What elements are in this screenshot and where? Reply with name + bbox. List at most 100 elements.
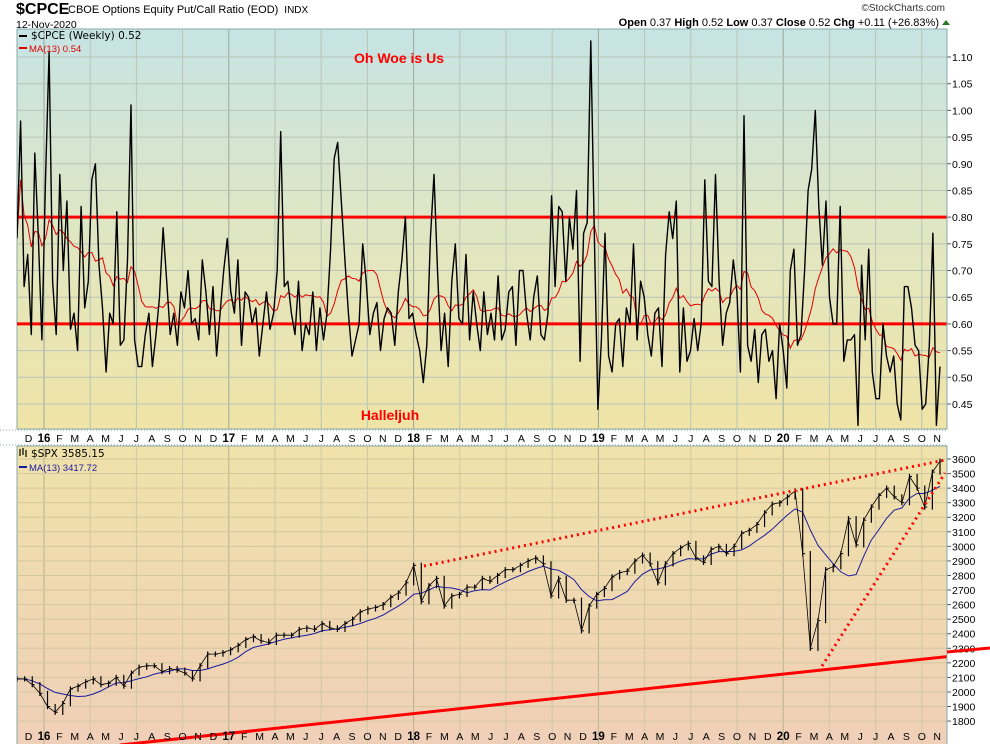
x-tick-label: N bbox=[749, 433, 757, 445]
x-tick-label: J bbox=[488, 731, 493, 743]
x-tick-label: N bbox=[933, 731, 941, 743]
exchange: INDX bbox=[284, 5, 308, 16]
x-tick-label: 17 bbox=[222, 433, 235, 445]
x-tick-label: O bbox=[733, 731, 741, 743]
y-tick-label: 3100 bbox=[952, 527, 976, 539]
x-tick-label: J bbox=[873, 731, 878, 743]
x-tick-label: 20 bbox=[777, 433, 790, 445]
y-tick-label: 1.05 bbox=[952, 79, 973, 91]
x-tick-label: O bbox=[179, 433, 187, 445]
x-tick-label: S bbox=[903, 433, 910, 445]
ohlc-bars-icon bbox=[19, 448, 27, 457]
y-tick-label: 2500 bbox=[952, 614, 976, 626]
x-tick-label: M bbox=[656, 433, 665, 445]
x-tick-label: J bbox=[873, 433, 878, 445]
x-tick-label: D bbox=[394, 433, 402, 445]
x-tick-label: J bbox=[118, 433, 123, 445]
legend-spx: $SPX 3585.15 bbox=[31, 448, 105, 460]
x-tick-label: D bbox=[210, 731, 218, 743]
x-tick-label: O bbox=[363, 433, 371, 445]
x-tick-label: J bbox=[858, 433, 863, 445]
y-tick-label: 3300 bbox=[952, 498, 976, 510]
x-tick-label: F bbox=[426, 433, 432, 445]
chart-date: 12-Nov-2020 bbox=[16, 19, 77, 31]
x-tick-label: N bbox=[564, 731, 572, 743]
y-tick-label: 2600 bbox=[952, 600, 976, 612]
x-tick-label: M bbox=[810, 433, 819, 445]
x-tick-label: J bbox=[134, 433, 139, 445]
x-tick-label: O bbox=[363, 731, 371, 743]
cpce-line bbox=[17, 40, 941, 427]
x-tick-label: J bbox=[319, 731, 324, 743]
x-tick-label: S bbox=[348, 433, 355, 445]
x-tick-label: M bbox=[440, 433, 449, 445]
x-tick-label: J bbox=[118, 731, 123, 743]
x-tick-label: O bbox=[918, 731, 926, 743]
x-tick-label: A bbox=[641, 731, 648, 743]
legend-spx-ma: MA(13) 3417.72 bbox=[29, 463, 97, 474]
x-tick-label: J bbox=[488, 433, 493, 445]
x-tick-label: F bbox=[611, 433, 617, 445]
x-tick-label: O bbox=[918, 433, 926, 445]
x-tick-label: F bbox=[426, 731, 432, 743]
legend-swatch-spx-ma bbox=[19, 466, 27, 468]
x-tick-label: J bbox=[134, 731, 139, 743]
y-tick-label: 0.55 bbox=[952, 346, 973, 358]
x-tick-label: A bbox=[148, 731, 155, 743]
up-arrow-icon bbox=[942, 20, 950, 25]
y-tick-label: 2000 bbox=[952, 687, 976, 699]
x-tick-label: 17 bbox=[222, 731, 235, 743]
x-tick-label: A bbox=[641, 433, 648, 445]
x-tick-label: A bbox=[456, 731, 463, 743]
x-tick-label: S bbox=[348, 731, 355, 743]
x-tick-label: F bbox=[56, 433, 62, 445]
legend-swatch-ma bbox=[19, 47, 27, 49]
x-tick-label: O bbox=[548, 731, 556, 743]
x-tick-label: J bbox=[303, 731, 308, 743]
annotation-bottom: Halleljuh bbox=[361, 407, 419, 423]
y-tick-label: 3600 bbox=[952, 454, 976, 466]
x-tick-label: A bbox=[703, 433, 710, 445]
x-tick-label: M bbox=[840, 433, 849, 445]
x-tick-label: J bbox=[673, 433, 678, 445]
x-tick-label: J bbox=[503, 433, 508, 445]
x-tick-label: D bbox=[764, 731, 772, 743]
y-tick-label: 2200 bbox=[952, 658, 976, 670]
x-tick-label: 19 bbox=[592, 731, 605, 743]
x-tick-label: O bbox=[179, 731, 187, 743]
x-tick-label: O bbox=[733, 433, 741, 445]
x-tick-label: A bbox=[333, 433, 340, 445]
y-tick-label: 0.45 bbox=[952, 399, 973, 411]
x-tick-label: M bbox=[101, 433, 110, 445]
x-tick-label: 16 bbox=[38, 433, 51, 445]
x-tick-label: M bbox=[255, 433, 264, 445]
y-tick-label: 1800 bbox=[952, 716, 976, 728]
x-tick-label: J bbox=[503, 731, 508, 743]
x-tick-label: A bbox=[148, 433, 155, 445]
x-tick-label: A bbox=[333, 731, 340, 743]
x-tick-label: N bbox=[194, 433, 202, 445]
x-tick-label: A bbox=[826, 433, 833, 445]
x-tick-label: M bbox=[625, 731, 634, 743]
x-tick-label: D bbox=[394, 731, 402, 743]
x-tick-label: M bbox=[625, 433, 634, 445]
x-tick-label: J bbox=[688, 433, 693, 445]
legend-swatch-cpce bbox=[19, 35, 27, 37]
y-tick-label: 1.10 bbox=[952, 52, 973, 64]
x-tick-label: 16 bbox=[38, 731, 51, 743]
spx-close-line bbox=[17, 460, 941, 713]
y-tick-label: 3400 bbox=[952, 483, 976, 495]
x-tick-label: A bbox=[271, 433, 278, 445]
x-tick-label: A bbox=[87, 731, 94, 743]
spx-ma-line bbox=[17, 485, 941, 698]
x-tick-label: F bbox=[611, 731, 617, 743]
x-tick-label: O bbox=[548, 433, 556, 445]
y-tick-label: 1900 bbox=[952, 702, 976, 714]
y-tick-label: 0.50 bbox=[952, 372, 973, 384]
x-tick-label: S bbox=[164, 433, 171, 445]
y-tick-label: 3200 bbox=[952, 512, 976, 524]
x-tick-label: J bbox=[858, 731, 863, 743]
x-tick-label: M bbox=[101, 731, 110, 743]
y-tick-label: 3000 bbox=[952, 541, 976, 553]
